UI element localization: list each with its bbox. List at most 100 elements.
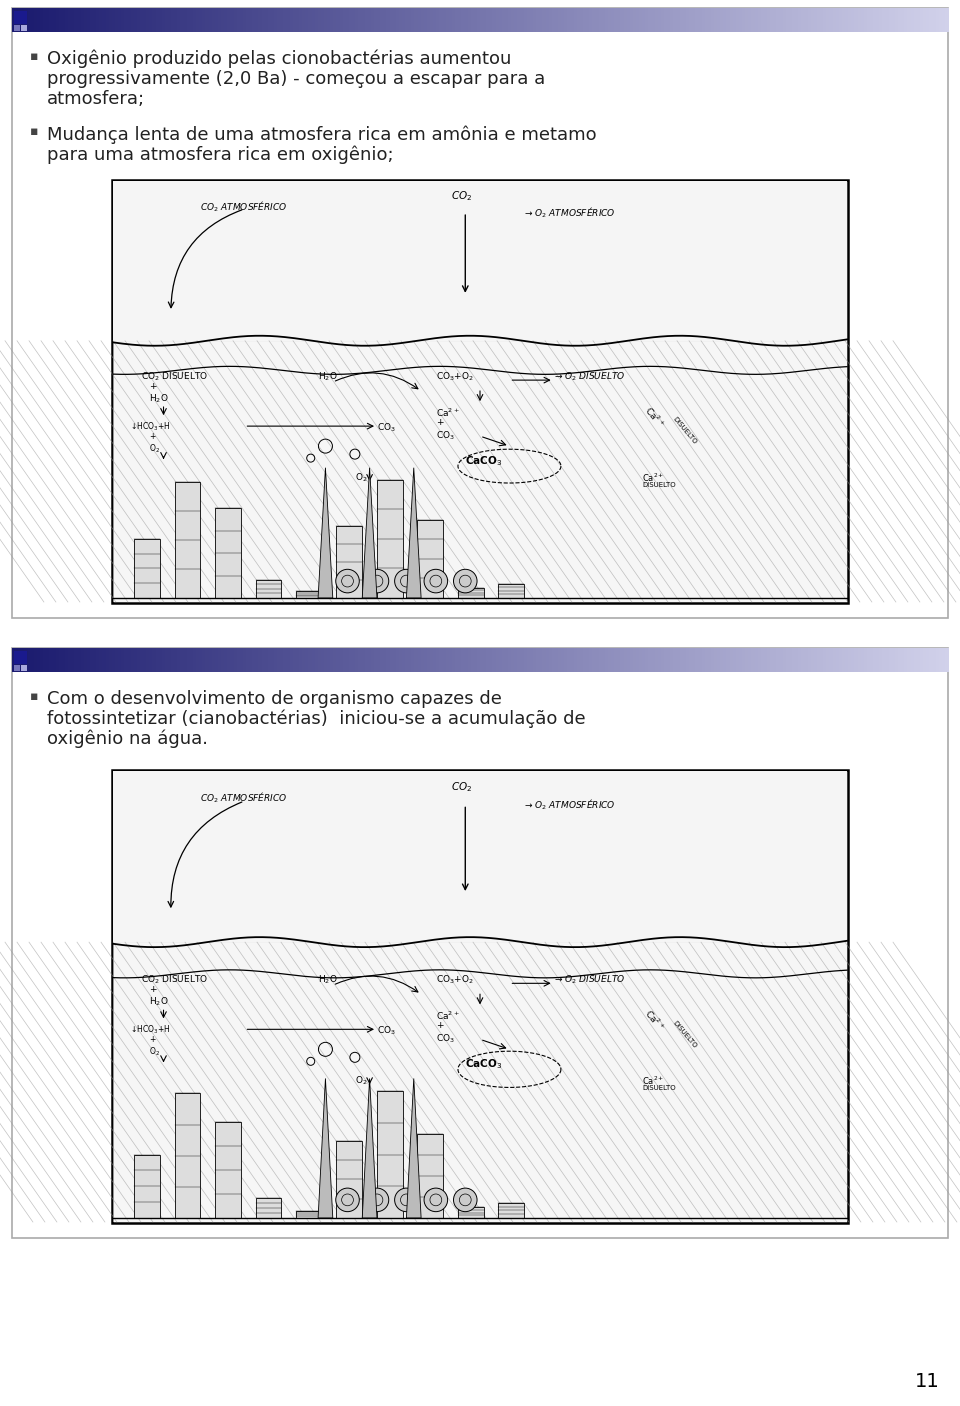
Bar (396, 648, 399, 672)
Text: Oxigênio produzido pelas cionobactérias aumentou: Oxigênio produzido pelas cionobactérias … (47, 51, 512, 69)
Bar (175, 482, 201, 598)
Bar (196, 648, 200, 672)
Bar (599, 648, 602, 672)
Text: +: + (149, 986, 156, 994)
Bar (153, 648, 156, 672)
Bar (296, 591, 322, 598)
Bar (477, 648, 481, 672)
Bar (685, 8, 689, 32)
Bar (849, 8, 852, 32)
Bar (876, 8, 880, 32)
Bar (380, 8, 384, 32)
Bar (714, 8, 718, 32)
Bar (137, 8, 140, 32)
Bar (215, 8, 219, 32)
Bar (240, 8, 244, 32)
Bar (540, 648, 543, 672)
Bar (261, 8, 265, 32)
Bar (586, 8, 589, 32)
Bar (330, 648, 334, 672)
Bar (567, 8, 571, 32)
Bar (349, 648, 352, 672)
Bar (708, 8, 711, 32)
Bar (857, 8, 861, 32)
Bar (757, 8, 761, 32)
Bar (271, 8, 275, 32)
Polygon shape (362, 468, 377, 598)
Bar (286, 8, 290, 32)
Bar (113, 181, 847, 342)
Bar (860, 648, 864, 672)
Bar (536, 8, 540, 32)
Bar (296, 8, 300, 32)
Circle shape (424, 1188, 447, 1212)
Bar (113, 942, 847, 1222)
Bar (296, 1211, 322, 1218)
Bar (685, 648, 689, 672)
Bar (211, 8, 215, 32)
Bar (492, 8, 496, 32)
Text: CO$_3$+O$_2$: CO$_3$+O$_2$ (436, 370, 473, 382)
Bar (305, 648, 309, 672)
Bar (564, 648, 568, 672)
Bar (418, 8, 421, 32)
Bar (40, 648, 44, 672)
Bar (430, 648, 434, 672)
Bar (420, 648, 424, 672)
Bar (190, 648, 194, 672)
Bar (108, 648, 112, 672)
Text: ▪: ▪ (30, 690, 38, 703)
Text: CO$_2$ DISUELTO: CO$_2$ DISUELTO (141, 973, 208, 986)
Bar (720, 648, 724, 672)
Bar (106, 8, 109, 32)
Bar (852, 648, 855, 672)
Bar (727, 8, 731, 32)
Bar (377, 1091, 403, 1218)
Bar (920, 8, 924, 32)
Bar (380, 648, 384, 672)
Circle shape (453, 1188, 477, 1212)
Bar (570, 8, 574, 32)
Bar (324, 8, 327, 32)
Bar (261, 648, 265, 672)
Bar (300, 648, 302, 672)
Text: Ca$^{2+}$: Ca$^{2+}$ (436, 1010, 460, 1022)
Text: O$_2$: O$_2$ (355, 1074, 368, 1087)
Bar (390, 8, 394, 32)
Text: atmosfera;: atmosfera; (47, 90, 145, 108)
Bar (895, 648, 899, 672)
Bar (752, 648, 756, 672)
Bar (28, 648, 32, 672)
Bar (508, 648, 512, 672)
Bar (75, 8, 78, 32)
Bar (168, 8, 172, 32)
Bar (760, 8, 764, 32)
Bar (161, 8, 165, 32)
Bar (892, 8, 896, 32)
Bar (433, 648, 437, 672)
Bar (624, 648, 627, 672)
Bar (415, 8, 419, 32)
Bar (93, 8, 97, 32)
Bar (340, 8, 344, 32)
Bar (143, 648, 147, 672)
Bar (168, 648, 172, 672)
Circle shape (336, 1188, 359, 1212)
Bar (749, 8, 752, 32)
Bar (689, 8, 693, 32)
Bar (717, 8, 721, 32)
Bar (914, 8, 918, 32)
Bar (832, 648, 836, 672)
Bar (280, 648, 284, 672)
Bar (945, 648, 948, 672)
Bar (340, 648, 344, 672)
Bar (920, 648, 924, 672)
Bar (804, 648, 808, 672)
Bar (627, 648, 631, 672)
Bar (12, 648, 948, 1239)
Bar (542, 8, 546, 32)
Bar (495, 648, 499, 672)
Bar (827, 8, 830, 32)
Text: Ca$^{2+}$: Ca$^{2+}$ (642, 471, 664, 484)
Bar (14, 665, 20, 671)
